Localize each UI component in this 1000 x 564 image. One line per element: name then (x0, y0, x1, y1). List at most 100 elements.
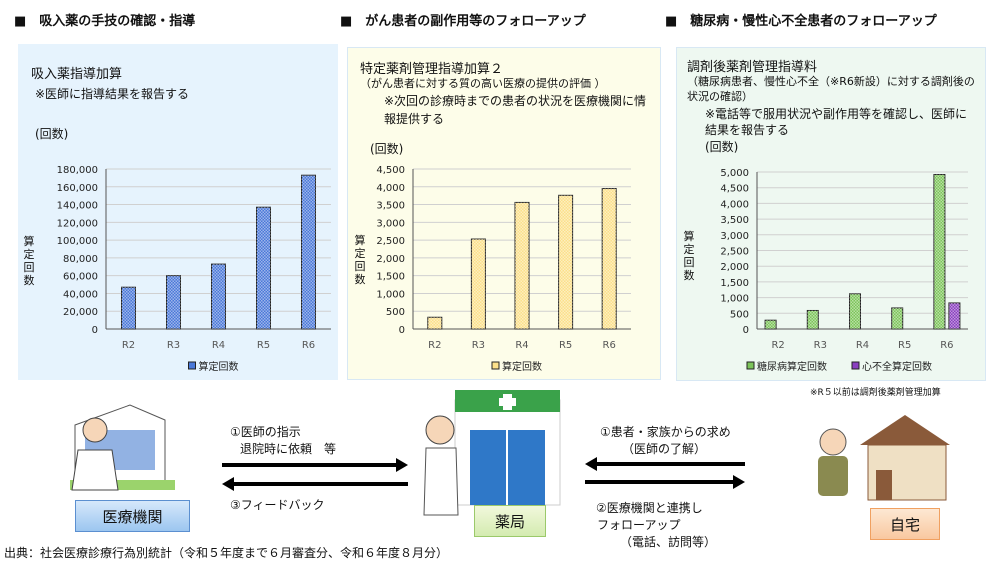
x-tick-label: R6 (302, 340, 315, 351)
y-tick-label: 1,000 (376, 289, 405, 300)
x-tick-label: R5 (257, 340, 270, 351)
source-note: 出典：社会医療診療行為別統計（令和５年度まで６月審査分、令和６年度８月分） (4, 546, 449, 560)
y-tick-label: 500 (386, 307, 405, 318)
section-header-cancer: ■ がん患者の副作用等のフォローアップ (340, 14, 586, 29)
patient-request-text: ①患者・家族からの求め (600, 425, 731, 439)
x-tick-label: R4 (515, 340, 528, 351)
x-tick-label: R3 (814, 340, 827, 351)
panel-title: 特定薬剤管理指導加算２ (360, 62, 504, 77)
panel-title: 調剤後薬剤管理指導料 (687, 60, 818, 75)
x-tick-label: R2 (122, 340, 135, 351)
x-tick-label: R2 (771, 340, 784, 351)
arrow-right-to-pharmacy (222, 458, 408, 472)
arrow-right-to-home (585, 475, 745, 489)
y-tick-label: 20,000 (63, 307, 98, 318)
arrow-left-to-hospital (222, 477, 408, 491)
y-tick-label: 4,500 (720, 184, 749, 195)
unit-label: (回数) (35, 127, 69, 141)
y-tick-label: 2,000 (720, 262, 749, 273)
panel-title: 吸入薬指導加算 (31, 67, 123, 82)
hospital-label: 医療機関 (75, 500, 190, 532)
y-tick-label: 3,000 (720, 231, 749, 242)
legend-label: 算定回数 (199, 360, 239, 373)
y-tick-label: 80,000 (63, 254, 98, 265)
legend-swatch (851, 361, 860, 370)
y-tick-label: 60,000 (63, 272, 98, 283)
section-header-inhaler: ■ 吸入薬の手技の確認・指導 (14, 14, 196, 29)
bar-pattern (849, 293, 861, 329)
x-tick-label: R3 (167, 340, 180, 351)
phone-visit-text: （電話、訪問等） (620, 535, 717, 549)
bar-pattern (256, 207, 271, 329)
y-tick-label: 5,000 (720, 168, 749, 179)
discharge-request-text: 退院時に依頼 等 (240, 442, 337, 456)
bar-pattern (166, 275, 181, 329)
y-tick-label: 2,500 (720, 247, 749, 258)
legend-label: 算定回数 (502, 360, 542, 373)
y-tick-label: 1,500 (720, 278, 749, 289)
y-tick-label: 120,000 (57, 218, 98, 229)
legend-label: 糖尿病算定回数 (757, 360, 827, 373)
y-tick-label: 0 (399, 325, 405, 336)
bar-pattern (891, 307, 903, 329)
bar-pattern (301, 175, 316, 329)
panel-note: ※電話等で服用状況や副作用等を確認し、医師に結果を報告する (705, 107, 968, 137)
x-tick-label: R2 (428, 340, 441, 351)
home-illustration (818, 415, 950, 501)
charts-layer: 0 20,000 40,000 60,000 80,000 100,000 120,000 1… (57, 165, 968, 373)
y-tick-label: 3,500 (720, 215, 749, 226)
y-axis-label: 算定回数 (354, 234, 366, 286)
y-tick-label: 40,000 (63, 289, 98, 300)
feedback-text: ③フィードバック (230, 498, 325, 512)
y-tick-label: 100,000 (57, 236, 98, 247)
y-tick-label: 0 (92, 325, 98, 336)
bar-pattern (121, 287, 136, 329)
doctor-instruction-text: ①医師の指示 (230, 425, 301, 439)
y-tick-label: 1,000 (720, 294, 749, 305)
panel-note: ※次回の診療時までの患者の状況を医療機関に情報提供する (384, 94, 647, 126)
legend-label: 心不全算定回数 (862, 360, 932, 373)
bar-pattern (471, 239, 486, 329)
bar-pattern (933, 174, 945, 329)
doctor-consent-text: （医師の了解） (622, 442, 707, 456)
bar-pattern (427, 317, 442, 329)
arrow-left-to-pharmacy (585, 457, 745, 471)
y-tick-label: 160,000 (57, 183, 98, 194)
bar-pattern (515, 202, 529, 329)
home-label: 自宅 (870, 508, 940, 540)
y-tick-label: 500 (730, 309, 749, 320)
y-tick-label: 1,500 (376, 272, 405, 283)
panel-subtitle: （がん患者に対する質の高い医療の提供の評価 ） (360, 77, 606, 90)
legend-swatch (491, 361, 500, 370)
section-header-diabetes-heart: ■ 糖尿病・慢性心不全患者のフォローアップ (665, 14, 937, 29)
x-tick-label: R6 (603, 340, 616, 351)
x-tick-label: R3 (472, 340, 485, 351)
y-tick-label: 2,000 (376, 254, 405, 265)
y-tick-label: 4,000 (720, 199, 749, 210)
x-tick-label: R4 (212, 340, 225, 351)
panel-note: ※医師に指導結果を報告する (35, 87, 190, 101)
x-tick-label: R5 (898, 340, 911, 351)
unit-label: (回数) (705, 140, 739, 154)
bar-pattern (948, 302, 960, 329)
bar-pattern (807, 310, 819, 329)
footnote: ※R５以前は調剤後薬剤管理加算 (810, 388, 941, 398)
x-tick-label: R5 (559, 340, 572, 351)
legend-swatch (746, 361, 755, 370)
bar-pattern (602, 188, 617, 329)
unit-label: (回数) (370, 142, 404, 156)
y-tick-label: 0 (743, 325, 749, 336)
y-tick-label: 3,000 (376, 218, 405, 229)
x-tick-label: R4 (856, 340, 869, 351)
y-tick-label: 4,000 (376, 183, 405, 194)
flow-diagram (70, 390, 950, 516)
legend-swatch (188, 361, 196, 370)
y-tick-label: 180,000 (57, 165, 98, 176)
y-axis-label: 算定回数 (683, 230, 695, 282)
bar-pattern (558, 195, 573, 329)
x-tick-label: R6 (940, 340, 953, 351)
hospital-illustration (70, 404, 175, 491)
y-axis-label: 算定回数 (23, 235, 35, 287)
y-tick-label: 4,500 (376, 165, 405, 176)
bar-pattern (211, 264, 226, 329)
